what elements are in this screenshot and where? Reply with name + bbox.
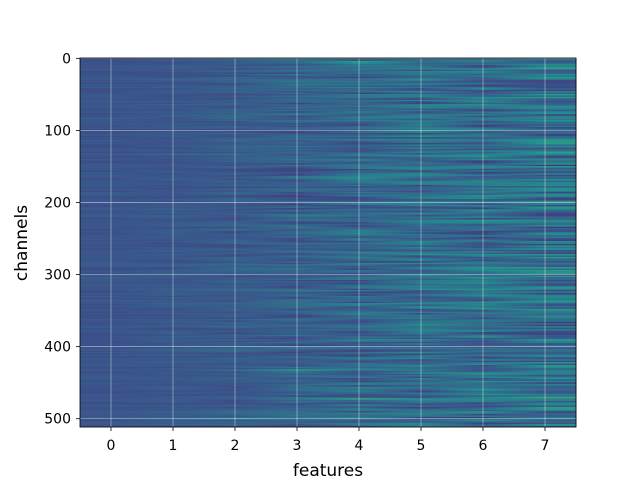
heatmap-cells <box>80 58 576 427</box>
